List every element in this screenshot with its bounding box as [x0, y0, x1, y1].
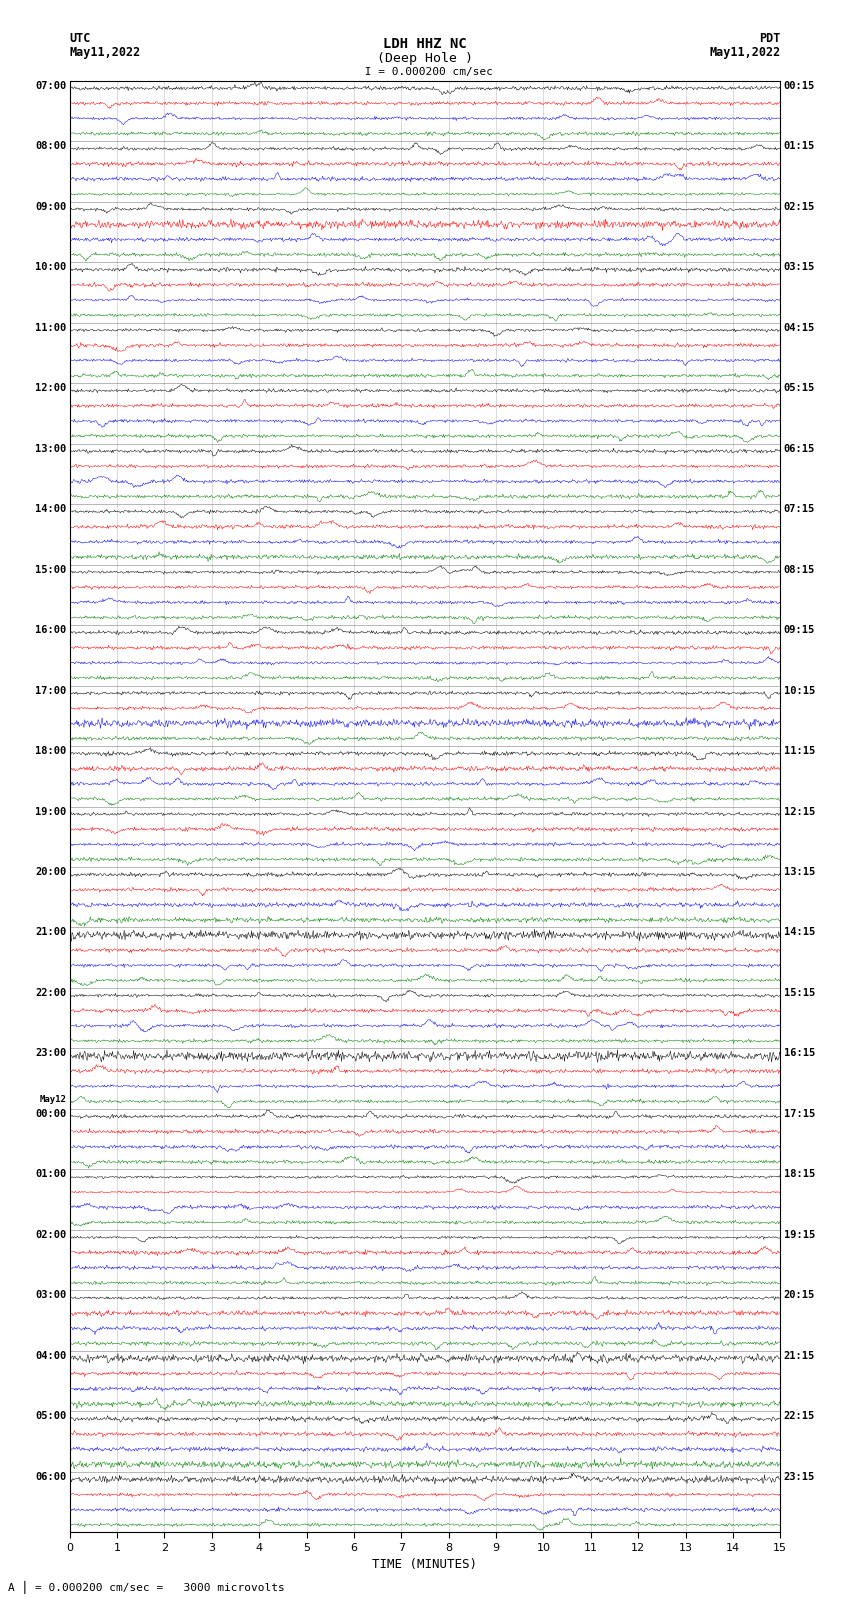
- Text: May11,2022: May11,2022: [709, 45, 780, 58]
- Text: 04:15: 04:15: [784, 323, 815, 332]
- Text: 09:15: 09:15: [784, 626, 815, 636]
- Text: 12:00: 12:00: [35, 382, 66, 394]
- Text: 07:15: 07:15: [784, 503, 815, 515]
- Text: 03:15: 03:15: [784, 263, 815, 273]
- Text: 11:15: 11:15: [784, 745, 815, 756]
- Text: 18:15: 18:15: [784, 1169, 815, 1179]
- Text: 01:00: 01:00: [35, 1169, 66, 1179]
- Text: 16:00: 16:00: [35, 626, 66, 636]
- Text: 00:00: 00:00: [35, 1110, 66, 1119]
- Text: 13:00: 13:00: [35, 444, 66, 453]
- Text: 11:00: 11:00: [35, 323, 66, 332]
- Text: 01:15: 01:15: [784, 142, 815, 152]
- Text: 10:00: 10:00: [35, 263, 66, 273]
- Text: UTC: UTC: [70, 32, 91, 45]
- Text: 02:00: 02:00: [35, 1231, 66, 1240]
- Text: 23:15: 23:15: [784, 1471, 815, 1482]
- Text: 19:00: 19:00: [35, 806, 66, 816]
- Text: 05:15: 05:15: [784, 382, 815, 394]
- Text: 23:00: 23:00: [35, 1048, 66, 1058]
- Text: 00:15: 00:15: [784, 81, 815, 90]
- Text: 09:00: 09:00: [35, 202, 66, 211]
- Text: 14:15: 14:15: [784, 927, 815, 937]
- Text: 21:00: 21:00: [35, 927, 66, 937]
- Text: 22:00: 22:00: [35, 987, 66, 998]
- Text: LDH HHZ NC: LDH HHZ NC: [383, 37, 467, 50]
- Text: I = 0.000200 cm/sec: I = 0.000200 cm/sec: [358, 68, 492, 77]
- Text: 16:15: 16:15: [784, 1048, 815, 1058]
- Text: 10:15: 10:15: [784, 686, 815, 695]
- Text: 18:00: 18:00: [35, 745, 66, 756]
- Text: 02:15: 02:15: [784, 202, 815, 211]
- Text: May11,2022: May11,2022: [70, 45, 141, 58]
- Text: 07:00: 07:00: [35, 81, 66, 90]
- Text: (Deep Hole ): (Deep Hole ): [377, 52, 473, 65]
- X-axis label: TIME (MINUTES): TIME (MINUTES): [372, 1558, 478, 1571]
- Text: PDT: PDT: [759, 32, 780, 45]
- Text: 14:00: 14:00: [35, 503, 66, 515]
- Text: 05:00: 05:00: [35, 1411, 66, 1421]
- Text: 13:15: 13:15: [784, 868, 815, 877]
- Text: 03:00: 03:00: [35, 1290, 66, 1300]
- Text: 20:15: 20:15: [784, 1290, 815, 1300]
- Text: 12:15: 12:15: [784, 806, 815, 816]
- Text: 17:00: 17:00: [35, 686, 66, 695]
- Text: 08:15: 08:15: [784, 565, 815, 574]
- Text: 15:00: 15:00: [35, 565, 66, 574]
- Text: 06:00: 06:00: [35, 1471, 66, 1482]
- Text: 21:15: 21:15: [784, 1352, 815, 1361]
- Text: 22:15: 22:15: [784, 1411, 815, 1421]
- Text: 08:00: 08:00: [35, 142, 66, 152]
- Text: 19:15: 19:15: [784, 1231, 815, 1240]
- Text: 17:15: 17:15: [784, 1110, 815, 1119]
- Text: 20:00: 20:00: [35, 868, 66, 877]
- Text: A ⎮ = 0.000200 cm/sec =   3000 microvolts: A ⎮ = 0.000200 cm/sec = 3000 microvolts: [8, 1581, 286, 1594]
- Text: May12: May12: [39, 1095, 66, 1105]
- Text: 04:00: 04:00: [35, 1352, 66, 1361]
- Text: 06:15: 06:15: [784, 444, 815, 453]
- Text: 15:15: 15:15: [784, 987, 815, 998]
